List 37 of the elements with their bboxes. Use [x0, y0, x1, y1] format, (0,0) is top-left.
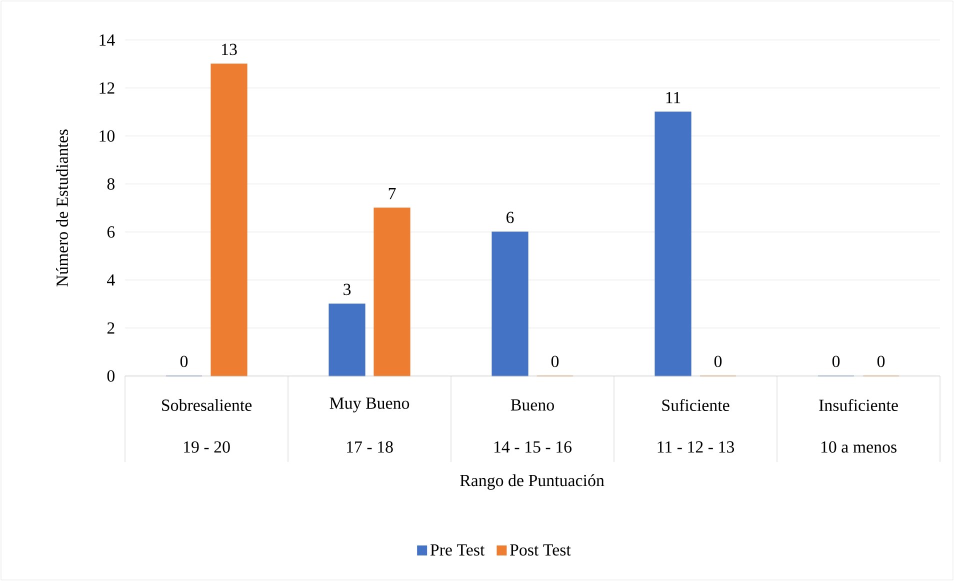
y-tick-label: 10	[100, 130, 115, 142]
y-tick-label: 14	[100, 34, 115, 46]
data-label: 3	[344, 284, 351, 296]
data-label: 0	[714, 356, 722, 368]
data-label: 0	[180, 356, 188, 368]
y-axis-title: Número de Estudiantes	[56, 130, 68, 287]
x-tick-label: Suficiente	[662, 398, 730, 412]
data-label: 0	[551, 356, 559, 368]
data-label: 0	[877, 356, 885, 368]
y-tick-label: 4	[107, 274, 115, 286]
bar	[654, 112, 692, 376]
y-tick-label: 0	[107, 370, 115, 382]
text: 11 - 12 - 13	[658, 441, 734, 453]
data-label: 11	[666, 92, 680, 104]
x-tick-label: Sobresaliente	[162, 399, 252, 411]
text: 10 a menos	[821, 441, 896, 453]
data-label: 0	[832, 356, 840, 368]
legend-label: Pre Test	[430, 544, 485, 556]
y-tick-label: 6	[107, 226, 115, 238]
bar	[374, 208, 410, 376]
bar	[210, 64, 248, 376]
text: 19 - 20	[184, 441, 230, 453]
data-label: 6	[506, 212, 514, 224]
x-axis-title: Rango de Puntuación	[460, 474, 604, 490]
bar	[492, 232, 528, 376]
data-label: 7	[388, 188, 396, 200]
y-tick-label: 2	[107, 322, 114, 334]
x-tick-label: Muy Bueno	[330, 398, 410, 412]
legend-label: Post Test	[510, 544, 571, 556]
x-tick-label: Bueno	[510, 399, 554, 411]
text: 14 - 15 - 16	[494, 441, 572, 453]
y-tick-label: 8	[107, 178, 115, 190]
text: 17 - 18	[347, 441, 393, 453]
y-tick-label: 12	[100, 82, 114, 94]
x-tick-label: Insuficiente	[819, 398, 898, 412]
bar	[328, 304, 366, 376]
data-label: 13	[222, 44, 237, 56]
